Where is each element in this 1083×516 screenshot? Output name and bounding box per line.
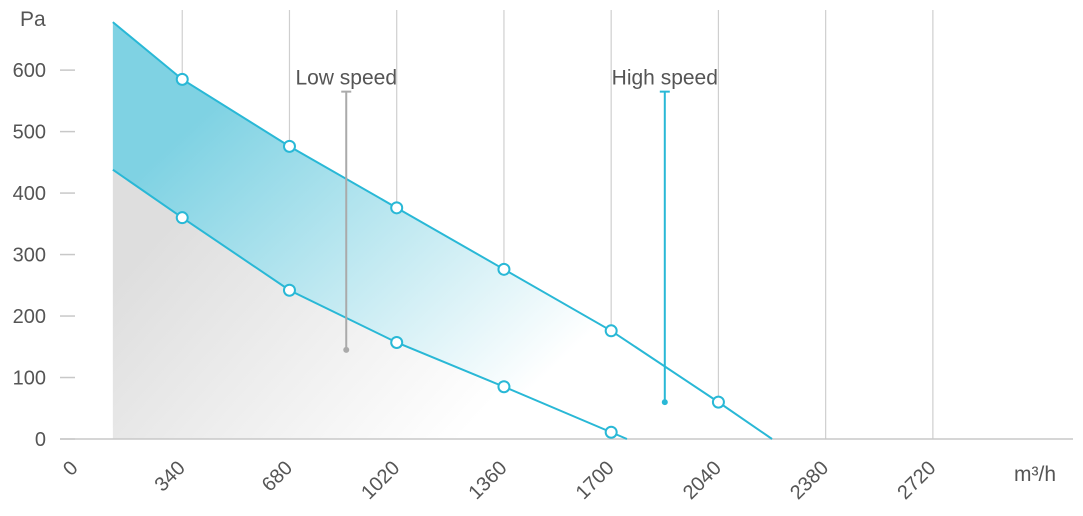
x-tick-label-1360: 1360 — [464, 457, 511, 504]
y-tick-label-200: 200 — [13, 306, 46, 328]
x-tick-label-2380: 2380 — [786, 457, 833, 504]
annotations: Low speed High speed — [295, 67, 718, 406]
data-point-low-1020 — [390, 335, 404, 349]
x-axis-label: m³/h — [1014, 463, 1056, 486]
callout-label-1: High speed — [612, 67, 718, 90]
data-point-high-680 — [282, 139, 296, 153]
y-tick-label-100: 100 — [13, 368, 46, 390]
data-point-low-1360 — [497, 380, 511, 394]
callout-label-0: Low speed — [295, 67, 397, 90]
x-tick-label-680: 680 — [258, 457, 297, 496]
y-tick-label-600: 600 — [13, 60, 46, 82]
y-tick-label-300: 300 — [13, 245, 46, 267]
x-tick-label-0: 0 — [59, 457, 82, 480]
callout-dot-1 — [661, 399, 668, 406]
series-markers — [175, 72, 725, 439]
data-point-high-1700 — [604, 324, 618, 338]
x-tick-label-2040: 2040 — [679, 457, 726, 504]
data-point-high-340 — [175, 72, 189, 86]
y-tick-label-0: 0 — [35, 429, 46, 451]
area-low-speed — [112, 169, 627, 440]
data-point-low-680 — [282, 283, 296, 297]
x-tick-label-1020: 1020 — [357, 457, 404, 504]
x-tick-label-2720: 2720 — [893, 457, 940, 504]
data-point-high-2040 — [711, 395, 725, 409]
x-tick-label-340: 340 — [151, 457, 190, 496]
x-tick-label-1700: 1700 — [572, 457, 619, 504]
grid — [60, 10, 934, 440]
y-tick-label-400: 400 — [13, 183, 46, 205]
y-axis-label: Pa — [20, 8, 46, 31]
series-line-high-speed — [112, 21, 773, 440]
callout-dot-0 — [343, 346, 350, 353]
data-point-low-1700 — [604, 425, 618, 439]
y-tick-label-500: 500 — [13, 122, 46, 144]
data-point-high-1020 — [390, 201, 404, 215]
data-point-low-340 — [175, 211, 189, 225]
data-point-high-1360 — [497, 262, 511, 276]
